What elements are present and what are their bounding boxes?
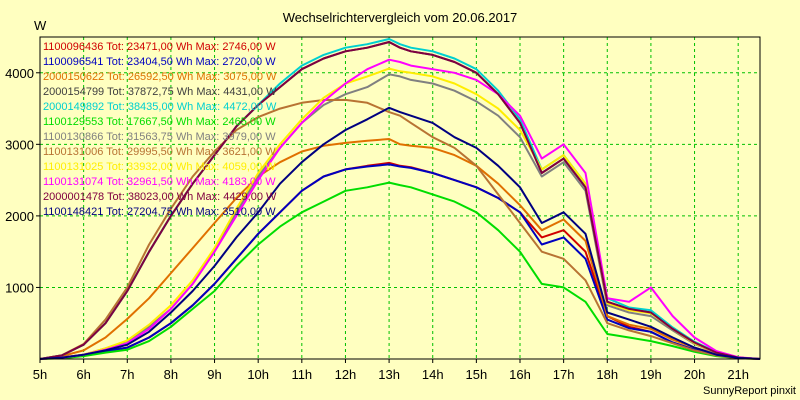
series-line-3	[39, 138, 761, 360]
legend-entry-2: 1100096541 Tot: 23404,50 Wh Max: 2720,00…	[43, 56, 276, 68]
x-tick-label: 9h	[207, 367, 221, 382]
x-tick-label: 6h	[76, 367, 90, 382]
x-tick-label: 11h	[291, 367, 312, 382]
x-tick-label: 20h	[684, 367, 706, 382]
legend-entry-8: 1100131006 Tot: 29995,50 Wh Max: 3621,00…	[43, 146, 276, 158]
legend-entry-5: 2000149892 Tot: 38435,00 Wh Max: 4472,00…	[43, 101, 277, 113]
series-line-6	[39, 181, 761, 360]
legend-entry-3: 2000150622 Tot: 26592,50 Wh Max: 3075,00…	[43, 71, 277, 83]
series-line-12	[39, 106, 761, 360]
chart-title: Wechselrichtervergleich vom 20.06.2017	[283, 10, 518, 25]
x-tick-label: 17h	[553, 367, 575, 382]
x-tick-label: 15h	[466, 367, 488, 382]
x-tick-label: 18h	[596, 367, 618, 382]
plot-frame	[39, 36, 761, 360]
legend-entry-7: 1100130866 Tot: 31563,75 Wh Max: 3979,00…	[43, 131, 276, 143]
legend-entry-1: 1100096436 Tot: 23471,00 Wh Max: 2746,00…	[43, 41, 276, 53]
legend-entry-9: 1100131025 Tot: 33932,00 Wh Max: 4059,00…	[43, 161, 276, 173]
series-line-2	[39, 163, 761, 360]
y-axis-label: W	[34, 18, 47, 33]
legend-entry-6: 1100129553 Tot: 17667,50 Wh Max: 2465,00…	[43, 116, 276, 128]
x-tick-label: 13h	[378, 367, 400, 382]
series-line-8	[39, 98, 761, 360]
y-tick-label: 2000	[5, 209, 34, 224]
legend-entry-12: 1100148421 Tot: 27204,75 Wh Max: 3510,00…	[43, 206, 276, 218]
x-tick-label: 10h	[247, 367, 269, 382]
series-line-10	[39, 58, 761, 360]
series-line-11	[39, 41, 761, 360]
ticks: 5h 6h 7h 8h 9h 10h 11h 12h 13h 14h 15h 16h 17h 18h 19h…	[5, 66, 749, 382]
x-tick-label: 7h	[120, 367, 134, 382]
footer-credit: SunnyReport pinxit	[703, 385, 796, 397]
x-tick-label: 14h	[422, 367, 444, 382]
x-tick-label: 8h	[164, 367, 178, 382]
y-tick-label: 4000	[5, 66, 34, 81]
legend-entry-4: 2000154799 Tot: 37872,75 Wh Max: 4431,00…	[43, 86, 277, 98]
x-tick-label: 19h	[640, 367, 662, 382]
series-group	[39, 38, 761, 360]
x-tick-label: 16h	[509, 367, 531, 382]
x-tick-label: 5h	[33, 367, 47, 382]
legend-entry-10: 1100131074 Tot: 32961,50 Wh Max: 4183,00…	[43, 176, 276, 188]
y-tick-label: 3000	[5, 137, 34, 152]
y-tick-label: 1000	[5, 280, 34, 295]
x-tick-label: 21h	[727, 367, 749, 382]
series-line-9	[39, 67, 761, 360]
x-tick-label: 12h	[335, 367, 357, 382]
legend-entry-11: 2000001478 Tot: 38023,00 Wh Max: 4429,00…	[43, 191, 277, 203]
legend: 1100096436 Tot: 23471,00 Wh Max: 2746,00…	[43, 41, 277, 218]
